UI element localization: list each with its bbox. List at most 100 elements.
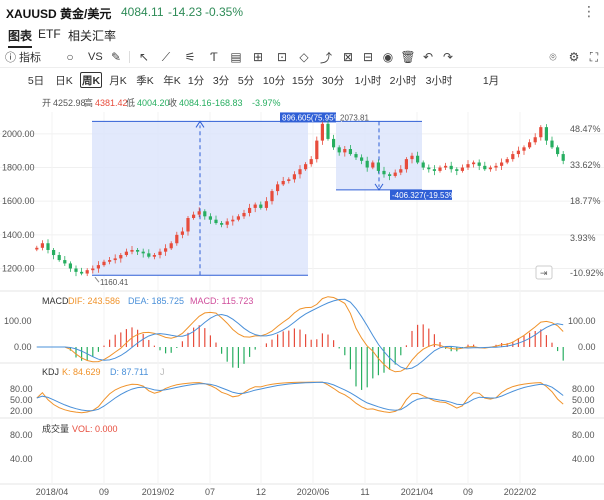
candle-body (85, 270, 89, 274)
candle-body (382, 170, 386, 175)
candle-body (253, 204, 257, 208)
kdj-tick-20-left: 20.00 (10, 406, 33, 416)
price-chart[interactable]: 开 4252.98 高 4381.42 低 4004.20 收 4084.16 … (0, 92, 604, 500)
candle-body (119, 255, 123, 259)
candle-body (35, 247, 39, 250)
last-price: 4084.11 (121, 5, 164, 19)
candle-body (203, 211, 207, 217)
candle-body (528, 142, 532, 148)
candle-body (147, 253, 151, 257)
macd-value-label: MACD: 115.723 (190, 296, 253, 306)
candle-body (124, 251, 128, 256)
period-3h[interactable]: 3小时 (425, 74, 453, 87)
camera-icon[interactable]: ⌾ (549, 49, 557, 64)
price-tick-label: 1400.00 (2, 230, 35, 240)
candle-body (236, 216, 240, 220)
view-tabs: 图表 ETF 相关汇率 (0, 24, 604, 48)
period-3m[interactable]: 3分 (212, 74, 230, 87)
period-1mo-dropdown[interactable]: 1月 (482, 74, 500, 87)
candle-body (533, 137, 537, 143)
kdj-k-label: K: 84.629 (62, 367, 101, 377)
volume-tick-40-left: 40.00 (10, 454, 33, 464)
volume-label: VOL: 0.000 (72, 424, 118, 434)
candle-body (315, 140, 319, 160)
period-weekly[interactable]: 周K (80, 72, 102, 88)
candle-body (264, 201, 268, 208)
undo-icon[interactable]: ↶ (422, 50, 434, 64)
more-vertical-icon[interactable]: ⋮ (582, 3, 596, 19)
ruler-icon[interactable]: ⊡ (276, 50, 288, 64)
candle-body (292, 174, 296, 180)
candle-body (287, 179, 291, 181)
time-tick-label: 2019/02 (142, 487, 175, 497)
trash-icon[interactable]: 🗑 (400, 50, 416, 64)
period-1h[interactable]: 1小时 (354, 74, 382, 87)
candle-body (399, 169, 403, 173)
period-monthly[interactable]: 月K (109, 74, 127, 87)
line-tool-icon[interactable]: ⟋ (161, 49, 171, 64)
candle-body (130, 249, 134, 252)
candle-body (500, 162, 504, 166)
fullscreen-icon[interactable]: ⛶ (589, 49, 599, 64)
candle-body (169, 243, 173, 249)
period-2h[interactable]: 2小时 (389, 74, 417, 87)
candle-body (281, 180, 285, 185)
candle-body (460, 167, 464, 171)
period-yearly[interactable]: 年K (163, 74, 181, 87)
indicators-button[interactable]: ⓘ 指标 (5, 49, 41, 65)
candle-body (141, 251, 145, 254)
candle-body (197, 211, 201, 215)
ohlc-low: 4004.20 (137, 98, 170, 108)
candle-body (404, 159, 408, 170)
macd-series (36, 296, 564, 390)
period-15m[interactable]: 15分 (291, 74, 315, 87)
arrow-tool-icon[interactable]: ⤴ (319, 50, 332, 65)
candle-body (410, 155, 414, 160)
price-change-pct: -0.35% (205, 5, 244, 19)
redo-icon[interactable]: ↷ (442, 50, 454, 64)
circle-icon[interactable]: ○ (66, 50, 74, 64)
candle-body (337, 147, 341, 153)
time-tick-label: 09 (463, 487, 473, 497)
period-1m[interactable]: 1分 (187, 74, 205, 87)
volume-tick-80-left: 80.00 (10, 430, 33, 440)
settings-icon[interactable]: ⚙ (568, 50, 580, 64)
eye-icon[interactable]: ◉ (382, 50, 394, 64)
period-selector: 5日 日K 周K 月K 季K 年K 1分 3分 5分 10分 15分 30分 1… (0, 70, 604, 90)
pencil-icon[interactable]: ✎ (110, 50, 122, 64)
indicator-icon: ⓘ (5, 52, 16, 64)
period-quarterly[interactable]: 季K (136, 74, 154, 87)
cursor-icon[interactable]: ↖ (138, 50, 150, 64)
candle-body (466, 164, 470, 168)
period-5m[interactable]: 5分 (237, 74, 255, 87)
ohlc-change: -168.83 (212, 98, 243, 108)
kdj-d-line (36, 381, 564, 412)
collapse-pane-icon: ⇥ (540, 269, 548, 279)
magnet-icon[interactable]: ⊠ (342, 50, 354, 64)
candle-body (505, 159, 509, 163)
macd-dif-label: DIF: 243.586 (68, 296, 120, 306)
candle-body (360, 157, 364, 161)
measure-tool-icon[interactable]: ⊞ (252, 50, 264, 64)
tab-chart[interactable]: 图表 (8, 27, 33, 48)
macd-dea-label: DEA: 185.725 (128, 296, 184, 306)
period-5d[interactable]: 5日 (27, 74, 45, 87)
candle-body (220, 223, 224, 225)
time-tick-label: 2018/04 (36, 487, 69, 497)
candle-body (516, 150, 520, 155)
period-daily[interactable]: 日K (55, 74, 73, 87)
collapse-pane-button[interactable] (535, 265, 553, 280)
candle-body (136, 249, 140, 252)
percent-tick-label: 3.93% (570, 233, 596, 243)
period-10m[interactable]: 10分 (262, 74, 286, 87)
vs-button[interactable]: VS (88, 51, 103, 63)
period-30m[interactable]: 30分 (321, 74, 345, 87)
lock-icon[interactable]: ⊟ (362, 50, 374, 64)
time-tick-label: 09 (99, 487, 109, 497)
tab-related-rates[interactable]: 相关汇率 (68, 29, 117, 43)
fib-tool-icon[interactable]: ⚟ (184, 50, 196, 64)
shape-tool-icon[interactable]: ◇ (299, 50, 309, 64)
tab-etf[interactable]: ETF (38, 27, 61, 41)
brush-tool-icon[interactable]: ▤ (230, 50, 242, 64)
text-tool-icon[interactable]: Ƭ (210, 50, 218, 64)
